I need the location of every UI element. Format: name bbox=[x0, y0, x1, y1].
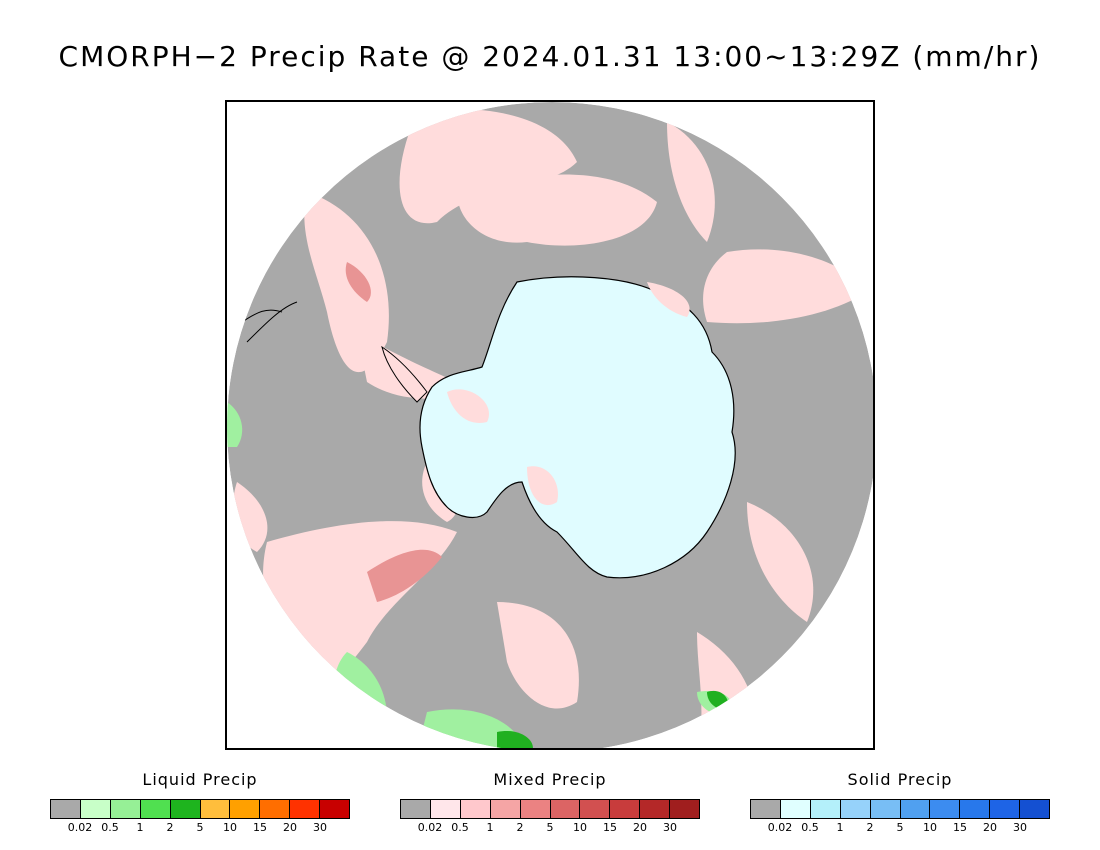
legend-swatch bbox=[900, 800, 931, 818]
legend-swatch bbox=[610, 800, 641, 818]
legend-swatch bbox=[640, 800, 671, 818]
legend-swatch bbox=[870, 800, 901, 818]
legend-mixed-title: Mixed Precip bbox=[493, 770, 607, 789]
legend-tick-label: 2 bbox=[516, 821, 524, 834]
legend-tick-label: 30 bbox=[313, 821, 327, 834]
legend-mixed: Mixed Precip 0.02 0.5 1 2 5 10 15 20 30 bbox=[400, 770, 700, 834]
legend-solid-ticks: 0.02 0.5 1 2 5 10 15 20 30 bbox=[750, 819, 1050, 834]
legend-tick-label: 0.5 bbox=[801, 821, 819, 834]
legend-swatch bbox=[840, 800, 871, 818]
legend-tick-label: 5 bbox=[546, 821, 554, 834]
legend-swatch bbox=[780, 800, 811, 818]
legend-swatch bbox=[401, 800, 431, 818]
legend-liquid: Liquid Precip 0.02 0.5 1 2 5 10 15 20 30 bbox=[50, 770, 350, 834]
legend-tick-label: 0.5 bbox=[451, 821, 469, 834]
legend-swatch bbox=[520, 800, 551, 818]
legend-swatch bbox=[51, 800, 81, 818]
legend-tick-label: 5 bbox=[896, 821, 904, 834]
legend-swatch bbox=[260, 800, 291, 818]
legend-swatch bbox=[430, 800, 461, 818]
antarctica-landmass bbox=[419, 276, 736, 579]
legend-tick-label: 2 bbox=[866, 821, 874, 834]
legend-solid: Solid Precip 0.02 0.5 1 2 5 10 15 20 30 bbox=[750, 770, 1050, 834]
legend-mixed-ticks: 0.02 0.5 1 2 5 10 15 20 30 bbox=[400, 819, 700, 834]
legend-tick-label: 1 bbox=[836, 821, 844, 834]
legend-swatch bbox=[80, 800, 111, 818]
legend-tick-label: 10 bbox=[223, 821, 237, 834]
legend-swatch bbox=[140, 800, 171, 818]
polar-map-svg bbox=[227, 102, 873, 748]
legend-mixed-bar bbox=[400, 799, 700, 819]
legend-tick-label: 20 bbox=[633, 821, 647, 834]
legend-tick-label: 15 bbox=[953, 821, 967, 834]
legend-swatch bbox=[670, 800, 700, 818]
map-title: CMORPH−2 Precip Rate @ 2024.01.31 13:00~… bbox=[58, 40, 1042, 73]
legend-tick-label: 1 bbox=[486, 821, 494, 834]
legend-tick-label: 0.02 bbox=[67, 821, 93, 834]
legend-solid-bar bbox=[750, 799, 1050, 819]
legend-liquid-title: Liquid Precip bbox=[142, 770, 258, 789]
legend-tick-label: 20 bbox=[283, 821, 297, 834]
legend-tick-label: 15 bbox=[603, 821, 617, 834]
legend-swatch bbox=[751, 800, 781, 818]
legend-liquid-bar bbox=[50, 799, 350, 819]
legend-tick-label: 10 bbox=[573, 821, 587, 834]
legend-liquid-ticks: 0.02 0.5 1 2 5 10 15 20 30 bbox=[50, 819, 350, 834]
legend-swatch bbox=[230, 800, 261, 818]
legend-swatch bbox=[290, 800, 321, 818]
legend-swatch bbox=[930, 800, 961, 818]
mixed-over-ice bbox=[447, 282, 690, 506]
legend-tick-label: 5 bbox=[196, 821, 204, 834]
legend-tick-label: 0.02 bbox=[417, 821, 443, 834]
legend-tick-label: 30 bbox=[663, 821, 677, 834]
legend-swatch bbox=[1020, 800, 1050, 818]
south-america-coast bbox=[241, 301, 298, 343]
legend-solid-title: Solid Precip bbox=[847, 770, 953, 789]
legend-swatch bbox=[320, 800, 350, 818]
precip-map bbox=[225, 100, 875, 750]
mixed-precip-heavy bbox=[345, 262, 442, 602]
legend-swatch bbox=[580, 800, 611, 818]
legend-swatch bbox=[200, 800, 231, 818]
legend-tick-label: 2 bbox=[166, 821, 174, 834]
legend-swatch bbox=[460, 800, 491, 818]
legend-tick-label: 0.02 bbox=[767, 821, 793, 834]
legend-swatch bbox=[810, 800, 841, 818]
legend-swatch bbox=[110, 800, 141, 818]
legend-tick-label: 20 bbox=[983, 821, 997, 834]
legend-tick-label: 0.5 bbox=[101, 821, 119, 834]
legend-swatch bbox=[960, 800, 991, 818]
legend-tick-label: 1 bbox=[136, 821, 144, 834]
legend-swatch bbox=[550, 800, 581, 818]
legend-tick-label: 30 bbox=[1013, 821, 1027, 834]
legend-tick-label: 15 bbox=[253, 821, 267, 834]
legend-swatch bbox=[490, 800, 521, 818]
antarctic-peninsula bbox=[381, 345, 428, 403]
legend-swatch bbox=[990, 800, 1021, 818]
legend-tick-label: 10 bbox=[923, 821, 937, 834]
legend-swatch bbox=[170, 800, 201, 818]
